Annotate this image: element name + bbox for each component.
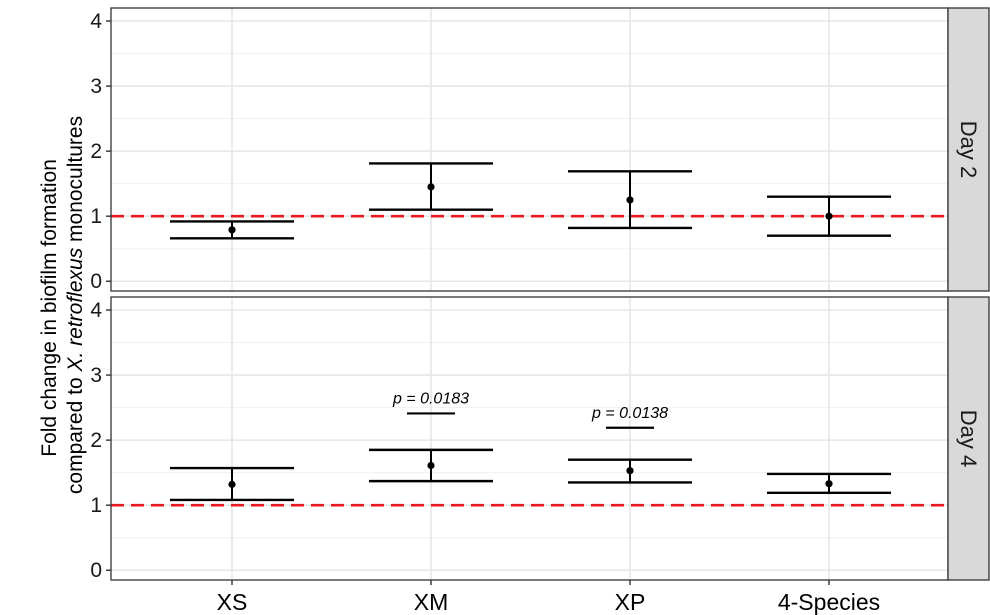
facet-panel-1: 0 1 2 3 4 Day 2 [90,7,990,293]
facet-strip-label: Day 2 [956,121,981,178]
mean-point [825,480,833,488]
errorbar-4-species [767,472,891,495]
facet-strip-label: Day 4 [956,410,981,467]
errorbar-4-species [767,195,891,237]
x-category-label: XS [217,589,248,615]
errorbar-xs [170,466,294,502]
facet-panel-2: p = 0.0183 p = 0.0138 0 1 2 3 4 Day 4 [90,296,990,582]
y-tick-label: 4 [90,299,102,322]
errorbar-xm [369,448,493,483]
y-tick-label: 1 [90,205,102,228]
y-axis-label-line2-prefix: compared to [64,372,87,495]
y-axis-label-line2-suffix: monocultures [64,116,87,248]
y-tick-label: 3 [90,364,102,387]
facet-strip [947,296,990,581]
y-axis-label-line2-species: X. retroflexus [64,247,87,372]
mean-point [825,212,833,220]
mean-point [427,461,435,470]
errorbar-xp [568,170,692,230]
y-tick-label: 4 [90,10,102,33]
facet-strip [947,7,990,292]
x-category-label: XP [615,589,646,615]
mean-point [427,183,435,191]
mean-point [228,480,236,488]
x-category-label: XM [414,589,449,615]
mean-point [228,226,236,234]
y-tick-label: 2 [90,429,102,452]
x-axis: XS XM XP 4-Species [217,580,880,615]
y-tick-label: 1 [90,494,102,517]
facets-layer: 0 1 2 3 4 Day 2 p = 0.0183 p = 0.0138 0 1 2 3 4 Day 4 [90,7,990,582]
y-tick-label: 0 [90,559,102,582]
mean-point [626,467,634,475]
errorbar-xs [170,220,294,240]
p-value-annotation: p = 0.0183 [392,390,469,407]
y-tick-label: 3 [90,75,102,98]
errorbar-xm [369,162,493,211]
y-axis-label: Fold change in biofilm formation compare… [38,116,87,494]
panel-background [111,297,948,580]
y-tick-label: 2 [90,140,102,163]
panel-background [111,8,948,291]
p-value-annotation: p = 0.0138 [591,405,668,422]
x-category-label: 4-Species [778,589,880,615]
errorbar-xp [568,458,692,484]
y-axis-label-line1: Fold change in biofilm formation [38,159,61,457]
mean-point [626,196,634,204]
y-tick-label: 0 [90,270,102,293]
